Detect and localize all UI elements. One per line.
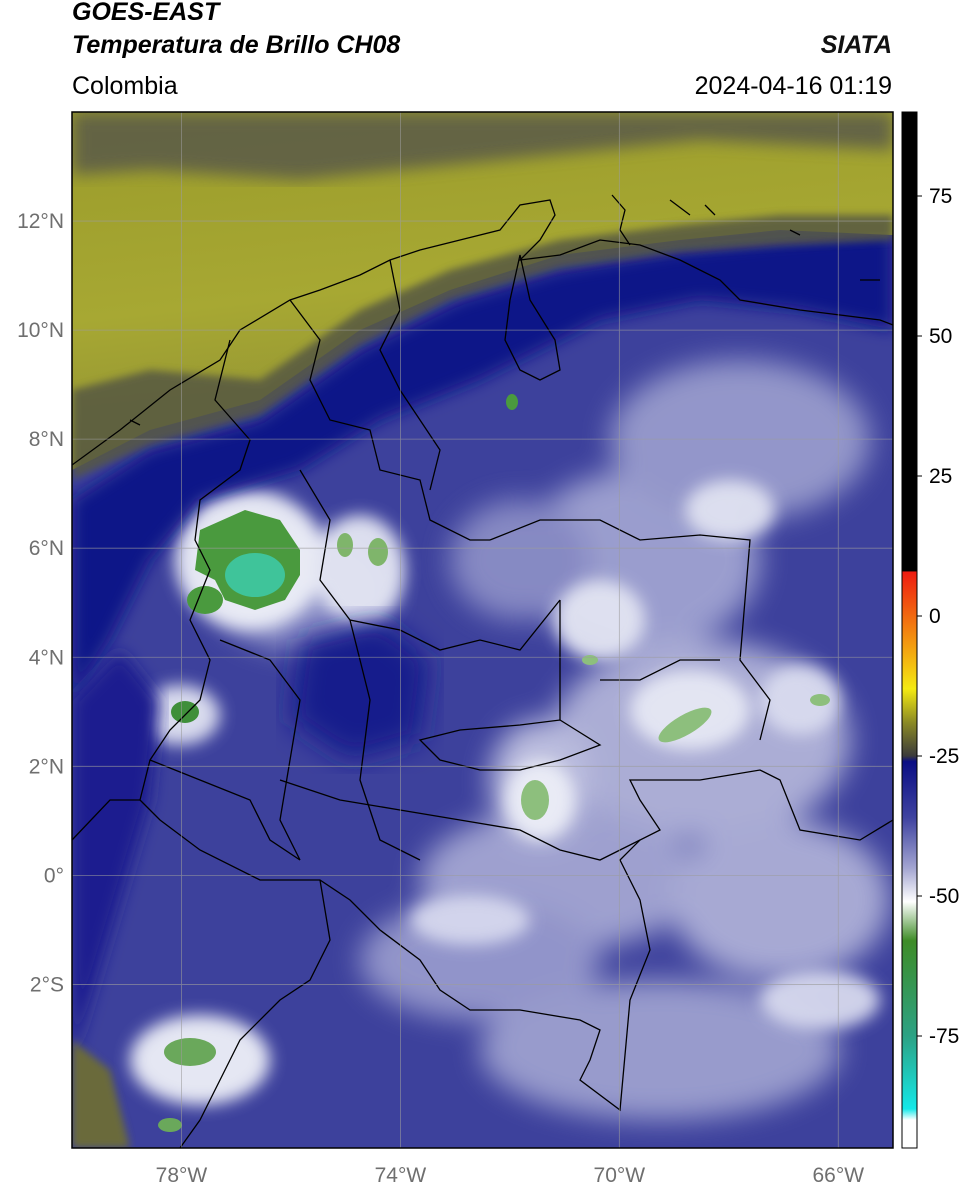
lat-tick-label: 4°N <box>29 646 64 669</box>
colorbar-label: 50 <box>929 325 952 348</box>
lat-tick-label: 8°N <box>29 428 64 451</box>
convective-cells <box>158 394 830 1132</box>
lat-tick-label: 10°N <box>17 319 64 342</box>
lon-tick-label: 70°W <box>594 1164 646 1187</box>
colorbar: 75 50 25 0 -25 -50 -75 <box>901 111 959 1149</box>
lat-tick-label: 2°N <box>29 755 64 778</box>
colorbar-label: 0 <box>929 605 941 628</box>
colorbar-label: -25 <box>929 745 959 768</box>
lon-tick-label: 74°W <box>375 1164 427 1187</box>
colorbar-label: -75 <box>929 1025 959 1048</box>
title-product: Temperatura de Brillo CH08 <box>72 31 401 59</box>
brightness-field <box>72 112 893 1148</box>
source-label: SIATA <box>820 31 892 59</box>
map-frame <box>71 111 894 1149</box>
region-label: Colombia <box>72 72 178 100</box>
colorbar-label: 25 <box>929 465 952 488</box>
title-satellite: GOES-EAST <box>72 0 220 26</box>
datetime-label: 2024-04-16 01:19 <box>694 72 892 100</box>
lon-tick-label: 66°W <box>812 1164 864 1187</box>
lat-tick-label: 6°N <box>29 537 64 560</box>
lon-tick-label: 78°W <box>156 1164 208 1187</box>
borders <box>72 194 893 1148</box>
colorbar-label: -50 <box>929 885 959 908</box>
lat-tick-label: 2°S <box>30 973 64 996</box>
colorbar-scale <box>901 111 918 1149</box>
graticule <box>72 112 893 1148</box>
axis-ticks: 12°N 10°N 8°N 6°N 4°N 2°N 0° 2°S 78°W 74°W 70°W 66°… <box>17 210 864 1187</box>
lat-tick-label: 12°N <box>17 210 64 233</box>
lat-tick-label: 0° <box>44 864 64 887</box>
colorbar-label: 75 <box>929 185 952 208</box>
